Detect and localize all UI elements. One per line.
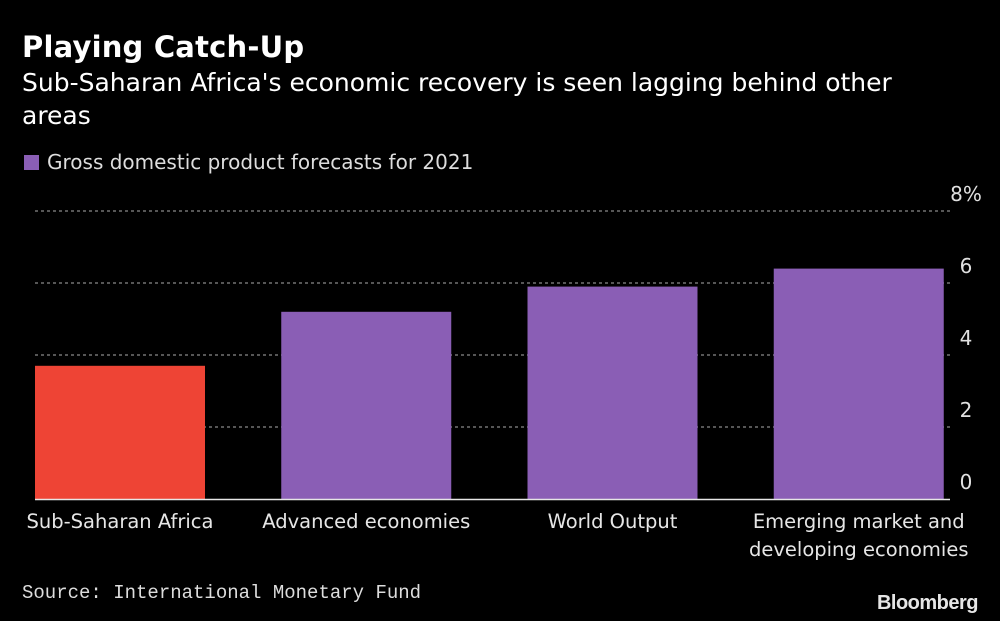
y-axis-ticks: 0 2 4 6 8%: [950, 182, 982, 494]
y-tick-label: 4: [960, 326, 973, 350]
y-tick-label: 2: [960, 398, 973, 422]
x-tick-label: Advanced economies: [262, 510, 470, 533]
y-tick-label: 0: [960, 470, 973, 494]
chart-subtitle: Sub-Saharan Africa's economic recovery i…: [22, 68, 892, 130]
bar: [35, 365, 205, 499]
y-tick-label: 8%: [950, 182, 982, 206]
legend: Gross domestic product forecasts for 202…: [24, 150, 473, 174]
bloomberg-logo: Bloomberg: [876, 592, 979, 614]
x-tick-label: developing economies: [749, 538, 969, 561]
x-tick-label: Sub-Saharan Africa: [27, 510, 214, 533]
bar: [527, 286, 698, 499]
x-tick-label: World Output: [548, 510, 678, 533]
y-tick-label: 6: [960, 254, 973, 278]
source-note: Source: International Monetary Fund: [22, 582, 422, 604]
chart-title: Playing Catch-Up: [22, 30, 305, 64]
legend-swatch: [24, 154, 39, 170]
bar: [773, 268, 944, 499]
x-axis-labels: Sub-Saharan Africa Advanced economies Worl…: [27, 510, 969, 561]
bars: [35, 268, 944, 499]
x-tick-label: Emerging market and: [753, 510, 965, 533]
bar: [281, 311, 452, 499]
legend-label: Gross domestic product forecasts for 202…: [47, 150, 474, 174]
